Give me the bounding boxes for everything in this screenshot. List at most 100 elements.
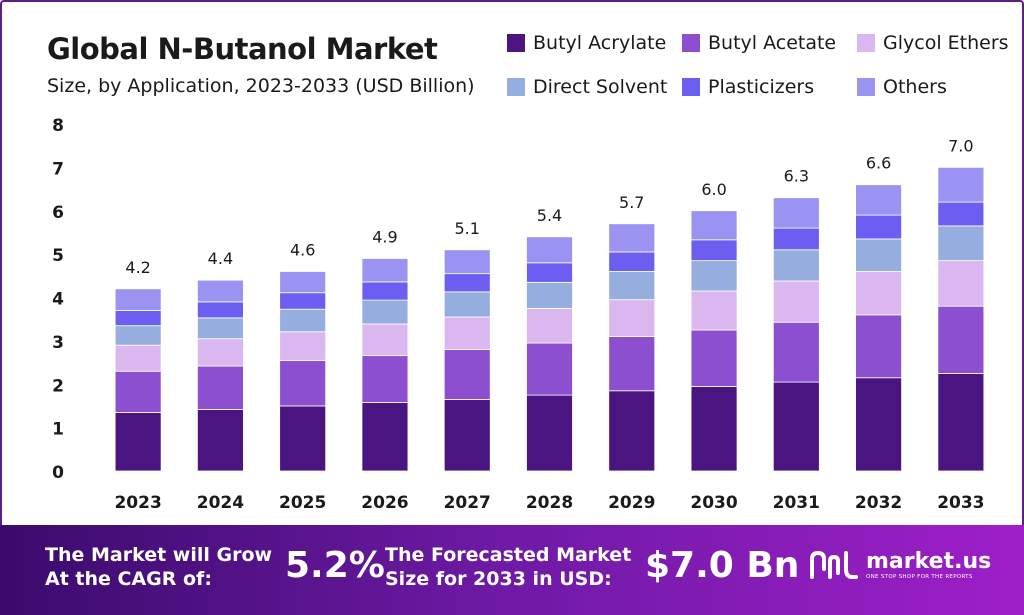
x-tick-label: 2031 <box>773 493 820 513</box>
brand-tagline: ONE STOP SHOP FOR THE REPORTS <box>866 574 973 580</box>
bar-segment-direct-solvent <box>608 271 656 301</box>
bar-segment-others <box>279 271 327 294</box>
legend-swatch <box>857 78 875 96</box>
bar-segment-plasticizers <box>855 214 902 240</box>
x-tick-label: 2026 <box>361 493 408 513</box>
legend-label: Glycol Ethers <box>883 32 1009 54</box>
bar-segment-butyl-acrylate <box>608 390 656 472</box>
bar-segment-others <box>443 249 491 275</box>
bar-total-label: 5.1 <box>455 219 480 238</box>
forecast-value: $7.0 Bn <box>645 545 800 586</box>
bar-segment-butyl-acrylate <box>361 402 409 472</box>
bar-segment-direct-solvent <box>361 299 409 325</box>
bar-segment-others <box>937 166 985 203</box>
y-tick-label: 2 <box>52 376 64 396</box>
bar-segment-butyl-acetate <box>608 336 656 392</box>
stacked-bar-chart: 0 1 2 3 4 5 6 7 8 4.2 2023 4.4 2024 4.6 2025 4.9 2026 5.1… <box>52 116 985 513</box>
bar-segment-others <box>690 210 738 241</box>
bar-segment-butyl-acetate <box>279 359 327 407</box>
y-tick-label: 1 <box>52 420 64 440</box>
bar-segment-butyl-acrylate <box>690 386 738 472</box>
bar-segment-butyl-acrylate <box>937 373 985 472</box>
bar-segment-direct-solvent <box>526 281 573 309</box>
cagr-value: 5.2% <box>285 545 385 586</box>
x-tick-label: 2023 <box>114 493 161 513</box>
legend-item-butyl-acrylate: Butyl Acrylate <box>507 32 666 54</box>
bar-segment-glycol-ethers <box>608 299 656 337</box>
y-tick-label: 8 <box>52 116 64 136</box>
brand-name: market.us <box>866 549 992 574</box>
bar-segment-plasticizers <box>361 281 409 301</box>
bar-total-label: 4.4 <box>208 249 233 268</box>
legend-item-plasticizers: Plasticizers <box>682 76 814 98</box>
x-tick-label: 2024 <box>197 493 244 513</box>
brand-text: market.us ONE STOP SHOP FOR THE REPORTS <box>866 549 992 581</box>
forecast-label-line: Size for 2033 in USD: <box>385 568 612 590</box>
bar-segment-butyl-acetate <box>526 342 573 396</box>
bar-segment-butyl-acetate <box>855 314 902 379</box>
bar-segment-butyl-acetate <box>443 349 491 400</box>
bar-segment-direct-solvent <box>114 325 162 346</box>
cagr-label-line: At the CAGR of: <box>45 568 212 590</box>
bar-segment-glycol-ethers <box>855 271 902 316</box>
bar-segment-glycol-ethers <box>937 260 985 307</box>
x-tick-label: 2027 <box>444 493 491 513</box>
bar-segment-butyl-acetate <box>114 370 162 413</box>
legend-swatch <box>857 34 875 52</box>
bar-segment-direct-solvent <box>937 225 985 262</box>
legend-item-direct-solvent: Direct Solvent <box>507 76 667 98</box>
summary-banner: The Market will Grow At the CAGR of: 5.2… <box>0 525 1024 615</box>
legend-item-butyl-acetate: Butyl Acetate <box>682 32 836 54</box>
bar-segment-others <box>526 236 573 264</box>
bar-segment-butyl-acetate <box>772 321 820 383</box>
bar-segment-others <box>114 288 162 311</box>
bar-segment-direct-solvent <box>690 260 738 292</box>
legend-swatch <box>507 78 525 96</box>
y-tick-label: 4 <box>52 290 64 310</box>
bar-segment-plasticizers <box>526 262 573 283</box>
legend-swatch <box>507 34 525 52</box>
bar-segment-direct-solvent <box>443 291 491 318</box>
x-tick-label: 2033 <box>937 493 984 513</box>
bar-segment-butyl-acrylate <box>114 412 162 472</box>
bar-segment-direct-solvent <box>855 238 902 272</box>
bar-segment-plasticizers <box>937 201 985 227</box>
bar-total-label: 4.2 <box>125 258 150 277</box>
bar-total-label: 4.6 <box>290 240 315 259</box>
x-tick-label: 2029 <box>608 493 655 513</box>
bar-segment-butyl-acetate <box>361 355 409 403</box>
bar-segment-direct-solvent <box>772 249 820 282</box>
cagr-label: The Market will Grow At the CAGR of: <box>45 543 272 591</box>
bar-segment-others <box>361 258 409 283</box>
bar-segment-others <box>772 197 820 229</box>
bar-segment-glycol-ethers <box>279 331 327 361</box>
bar-total-label: 5.4 <box>537 206 562 225</box>
chart-title: Global N-Butanol Market <box>47 32 438 66</box>
bar-segment-plasticizers <box>443 273 491 293</box>
bar-segment-glycol-ethers <box>197 338 244 367</box>
legend-item-glycol-ethers: Glycol Ethers <box>857 32 1009 54</box>
bar-total-label: 6.0 <box>701 180 726 199</box>
y-tick-label: 5 <box>52 246 64 266</box>
bar-segment-others <box>197 279 244 303</box>
x-tick-label: 2025 <box>279 493 326 513</box>
bar-segment-glycol-ethers <box>690 290 738 331</box>
market-us-logo-icon <box>810 550 858 579</box>
bar-segment-plasticizers <box>197 301 244 319</box>
bar-segment-glycol-ethers <box>772 280 820 323</box>
bar-segment-butyl-acetate <box>690 329 738 387</box>
bar-segment-butyl-acrylate <box>443 399 491 472</box>
bar-segment-plasticizers <box>772 227 820 251</box>
bar-segment-glycol-ethers <box>114 344 162 372</box>
x-tick-label: 2032 <box>855 493 902 513</box>
cagr-label-line: The Market will Grow <box>45 544 273 566</box>
bar-segment-plasticizers <box>690 239 738 262</box>
bar-segment-others <box>608 223 656 253</box>
bar-segment-butyl-acrylate <box>526 394 573 472</box>
bar-total-label: 6.6 <box>866 154 891 173</box>
y-tick-label: 6 <box>52 203 64 223</box>
x-tick-label: 2030 <box>690 493 737 513</box>
bar-segment-butyl-acrylate <box>197 409 244 472</box>
bar-segment-others <box>855 184 902 216</box>
